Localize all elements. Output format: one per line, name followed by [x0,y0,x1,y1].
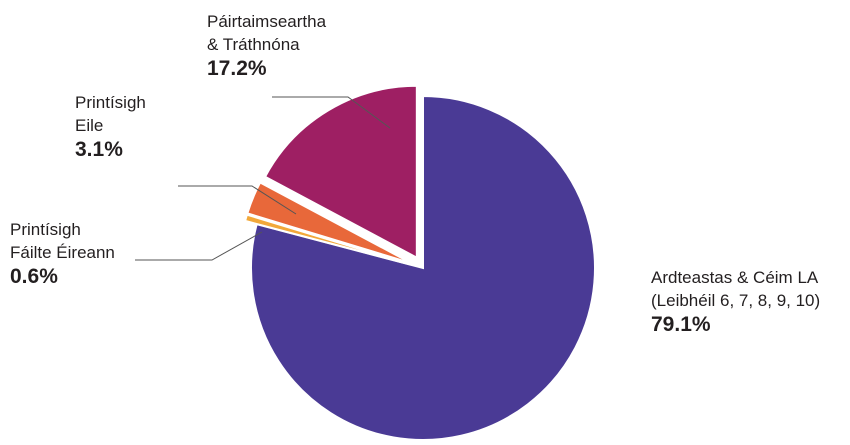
slice-labels: Ardteastas & Céim LA (Leibhéil 6, 7, 8, 9… [10,12,820,336]
slice-label-line: Páirtaimseartha [207,12,327,31]
slice-label-line: Ardteastas & Céim LA [651,268,819,287]
slice-label-pairtaimseartha: Páirtaimseartha & Tráthnóna 17.2% [207,12,327,80]
pie-slice-eile [246,181,413,265]
slice-value-label: 79.1% [651,313,711,336]
slice-value-label: 3.1% [75,138,123,161]
leader-line-eile [178,185,297,215]
pie-slice-failte [243,213,412,266]
slice-label-eile: Printísigh Eile 3.1% [75,93,146,161]
pie-slices [243,84,596,441]
slice-label-line: Printísigh [75,93,146,112]
slice-label-ardteastas: Ardteastas & Céim LA (Leibhéil 6, 7, 8, 9… [651,268,820,336]
slice-label-failte: Printísigh Fáilte Éireann 0.6% [10,220,115,288]
slice-label-line: Eile [75,116,103,135]
slice-value-label: 0.6% [10,265,58,288]
pie-slice-pairtaimseartha [263,84,418,260]
slice-label-line: & Tráthnóna [207,35,300,54]
slice-label-line: Fáilte Éireann [10,243,115,262]
leader-lines [135,96,391,261]
slice-label-line: (Leibhéil 6, 7, 8, 9, 10) [651,291,820,310]
pie-slice-ardteastas [250,94,596,441]
leader-line-pairtaimseartha [272,96,391,129]
leader-line-failte [135,231,263,261]
slice-label-line: Printísigh [10,220,81,239]
slice-value-label: 17.2% [207,57,267,80]
